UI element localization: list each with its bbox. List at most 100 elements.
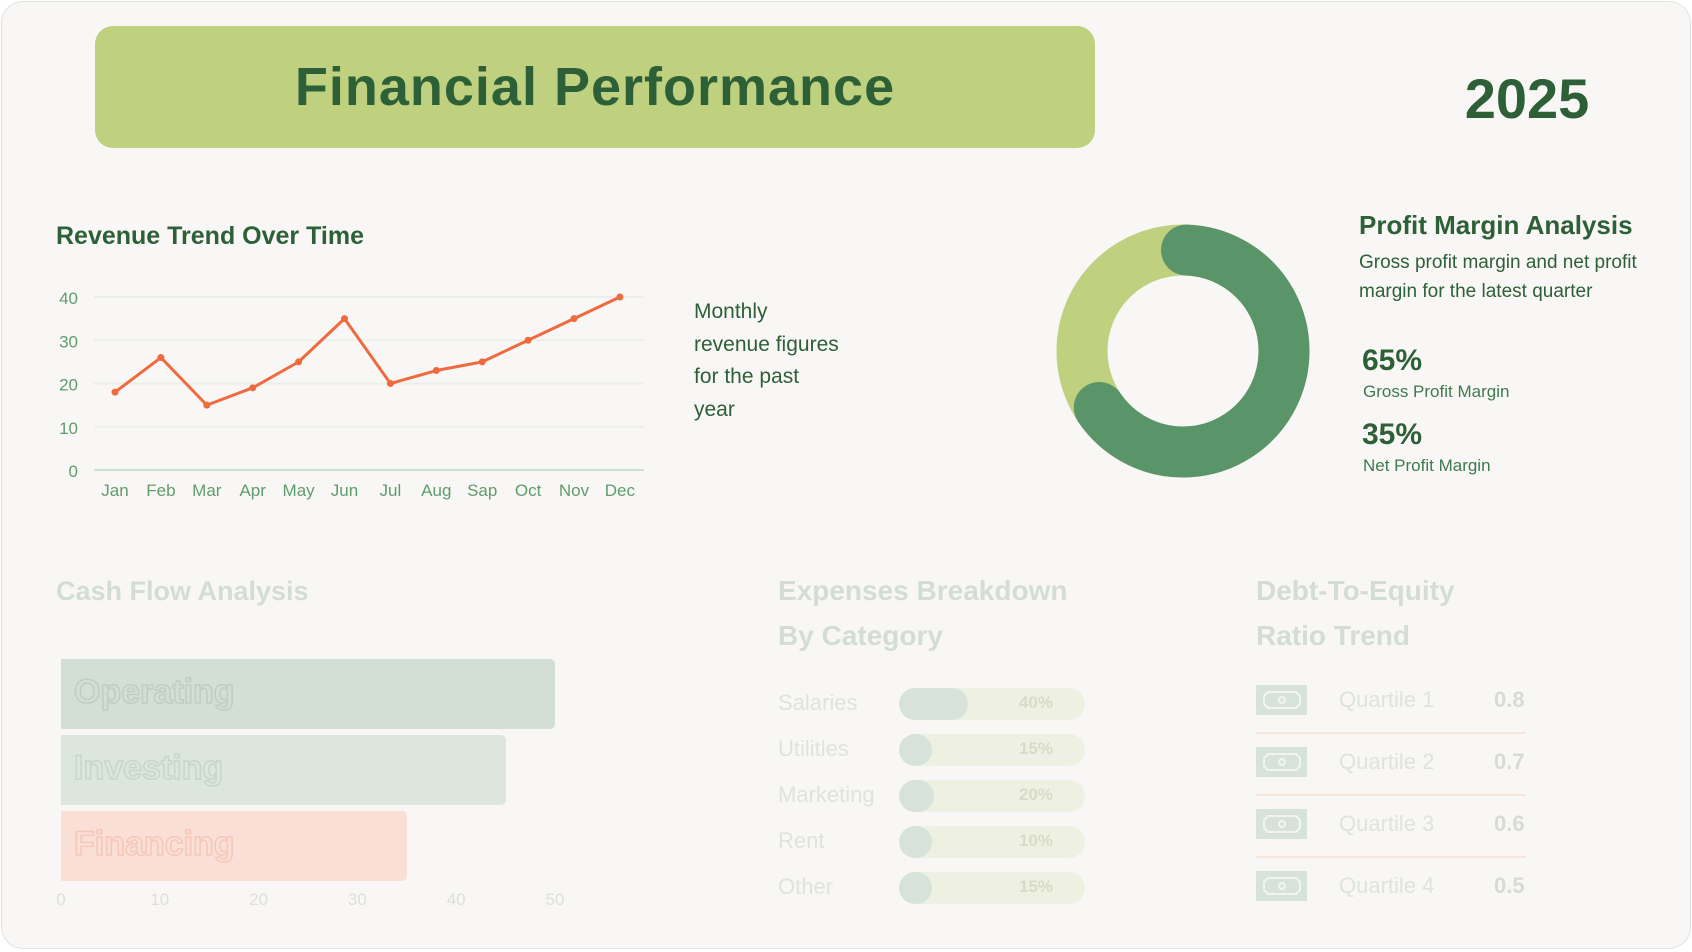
revenue-point	[157, 354, 165, 362]
expenses-title-line2: By Category	[778, 620, 943, 651]
revenue-point	[524, 336, 532, 344]
y-tick-label: 0	[69, 462, 78, 481]
x-tick-label: 0	[56, 890, 66, 909]
debt-row: Quartile 4 0.5	[1256, 871, 1526, 901]
x-tick-label: Apr	[239, 481, 266, 500]
expense-percent: 10%	[1018, 831, 1053, 850]
expense-percent: 15%	[1018, 739, 1053, 758]
expense-progress-fill	[899, 734, 933, 766]
year-label: 2025	[1464, 67, 1590, 130]
title-banner: Financial Performance	[95, 26, 1095, 148]
expense-row: Other 15%	[778, 872, 1098, 904]
x-tick-label: Mar	[192, 481, 222, 500]
expense-progress-fill	[899, 780, 934, 812]
cash-flow-title: Cash Flow Analysis	[56, 576, 309, 606]
money-bill-icon	[1256, 809, 1307, 839]
revenue-line-chart: 0 10 20 30 40 Jan Feb Mar Apr May Jun Jul Aug Sap Oct N…	[59, 289, 644, 500]
revenue-line	[114, 295, 621, 407]
quartile-label: Quartile 1	[1339, 687, 1435, 712]
quartile-label: Quartile 2	[1339, 749, 1435, 774]
expense-row: Rent 10%	[778, 826, 1098, 858]
expense-label: Rent	[778, 828, 825, 853]
revenue-point	[478, 358, 486, 366]
expense-progress-bar: 40%	[899, 688, 1085, 720]
expenses-title: Expenses Breakdown By Category	[778, 568, 1067, 658]
revenue-point	[111, 388, 119, 396]
expense-label: Utilitles	[778, 736, 849, 761]
money-bill-icon	[1256, 685, 1307, 715]
page-title: Financial Performance	[294, 57, 896, 117]
money-bill-icon	[1256, 871, 1307, 901]
cash-flow-bar-label: Operating	[73, 672, 235, 712]
quartile-label: Quartile 4	[1339, 873, 1435, 898]
expense-progress-bar: 10%	[899, 826, 1085, 858]
x-tick-label: Jun	[331, 481, 358, 500]
debt-title-line2: Ratio Trend	[1256, 620, 1411, 651]
profit-donut-chart	[1056, 224, 1310, 478]
money-bill-icon	[1256, 747, 1307, 777]
revenue-point	[295, 358, 303, 366]
expense-progress-bar: 15%	[899, 872, 1085, 904]
x-tick-label: Aug	[421, 481, 451, 500]
y-tick-label: 10	[59, 419, 78, 438]
x-tick-label: Feb	[146, 481, 175, 500]
expense-label: Other	[778, 874, 834, 899]
net-margin-label: Net Profit Margin	[1363, 456, 1491, 475]
revenue-point	[341, 315, 348, 323]
ratio-value: 0.6	[1494, 811, 1525, 836]
expense-label: Marketing	[778, 782, 875, 807]
x-tick-label: 30	[347, 890, 367, 909]
x-tick-label: Dec	[605, 481, 636, 500]
debt-title: Debt-To-Equity Ratio Trend	[1256, 568, 1455, 658]
revenue-description: Monthly revenue figures for the past yea…	[694, 300, 839, 421]
debt-row: Quartile 3 0.6	[1256, 809, 1526, 839]
gross-margin-value: 65%	[1362, 344, 1423, 377]
expense-percent: 40%	[1018, 693, 1053, 712]
expense-percent: 15%	[1018, 877, 1053, 896]
y-tick-label: 20	[59, 376, 78, 395]
x-tick-label: 40	[446, 890, 466, 909]
x-tick-label: 20	[249, 890, 269, 909]
expense-row: Marketing 20%	[778, 780, 1098, 812]
y-tick-label: 40	[59, 289, 78, 308]
ratio-value: 0.7	[1494, 749, 1525, 774]
revenue-point	[386, 380, 394, 387]
x-tick-label: Oct	[515, 481, 542, 500]
quartile-label: Quartile 3	[1339, 811, 1435, 836]
cash-flow-bar-label: Investing	[73, 748, 224, 788]
profit-description: Gross profit margin and net profit margi…	[1359, 252, 1637, 302]
net-margin-value: 35%	[1362, 418, 1423, 451]
expense-progress-fill	[899, 872, 933, 904]
debt-row: Quartile 1 0.8	[1256, 685, 1526, 715]
x-tick-label: 50	[545, 890, 565, 909]
expense-label: Salaries	[778, 690, 858, 715]
x-tick-label: Sap	[467, 481, 497, 500]
expense-progress-fill	[899, 826, 933, 858]
x-tick-label: 10	[150, 890, 170, 909]
row-divider	[1256, 856, 1526, 858]
x-tick-label: Jan	[101, 481, 128, 500]
revenue-point	[570, 315, 578, 323]
ratio-value: 0.8	[1494, 687, 1525, 712]
x-tick-label: May	[283, 481, 316, 500]
revenue-point	[249, 384, 257, 392]
revenue-title: Revenue Trend Over Time	[56, 222, 364, 250]
expense-percent: 20%	[1018, 785, 1053, 804]
expense-row: Salaries 40%	[778, 688, 1098, 720]
expense-progress-bar: 15%	[899, 734, 1085, 766]
row-divider	[1256, 732, 1526, 734]
debt-title-line1: Debt-To-Equity	[1256, 575, 1455, 606]
cash-flow-bar-label: Financing	[73, 824, 235, 864]
cash-flow-bar: Financing	[61, 811, 407, 881]
row-divider	[1256, 794, 1526, 796]
debt-row: Quartile 2 0.7	[1256, 747, 1526, 777]
x-tick-label: Jul	[380, 481, 402, 500]
profit-title: Profit Margin Analysis	[1359, 210, 1633, 240]
revenue-point	[616, 293, 624, 301]
revenue-point	[432, 367, 440, 375]
expense-row: Utilitles 15%	[778, 734, 1098, 766]
ratio-value: 0.5	[1494, 873, 1525, 898]
gross-margin-slice	[1073, 224, 1310, 478]
y-tick-label: 30	[59, 332, 78, 351]
